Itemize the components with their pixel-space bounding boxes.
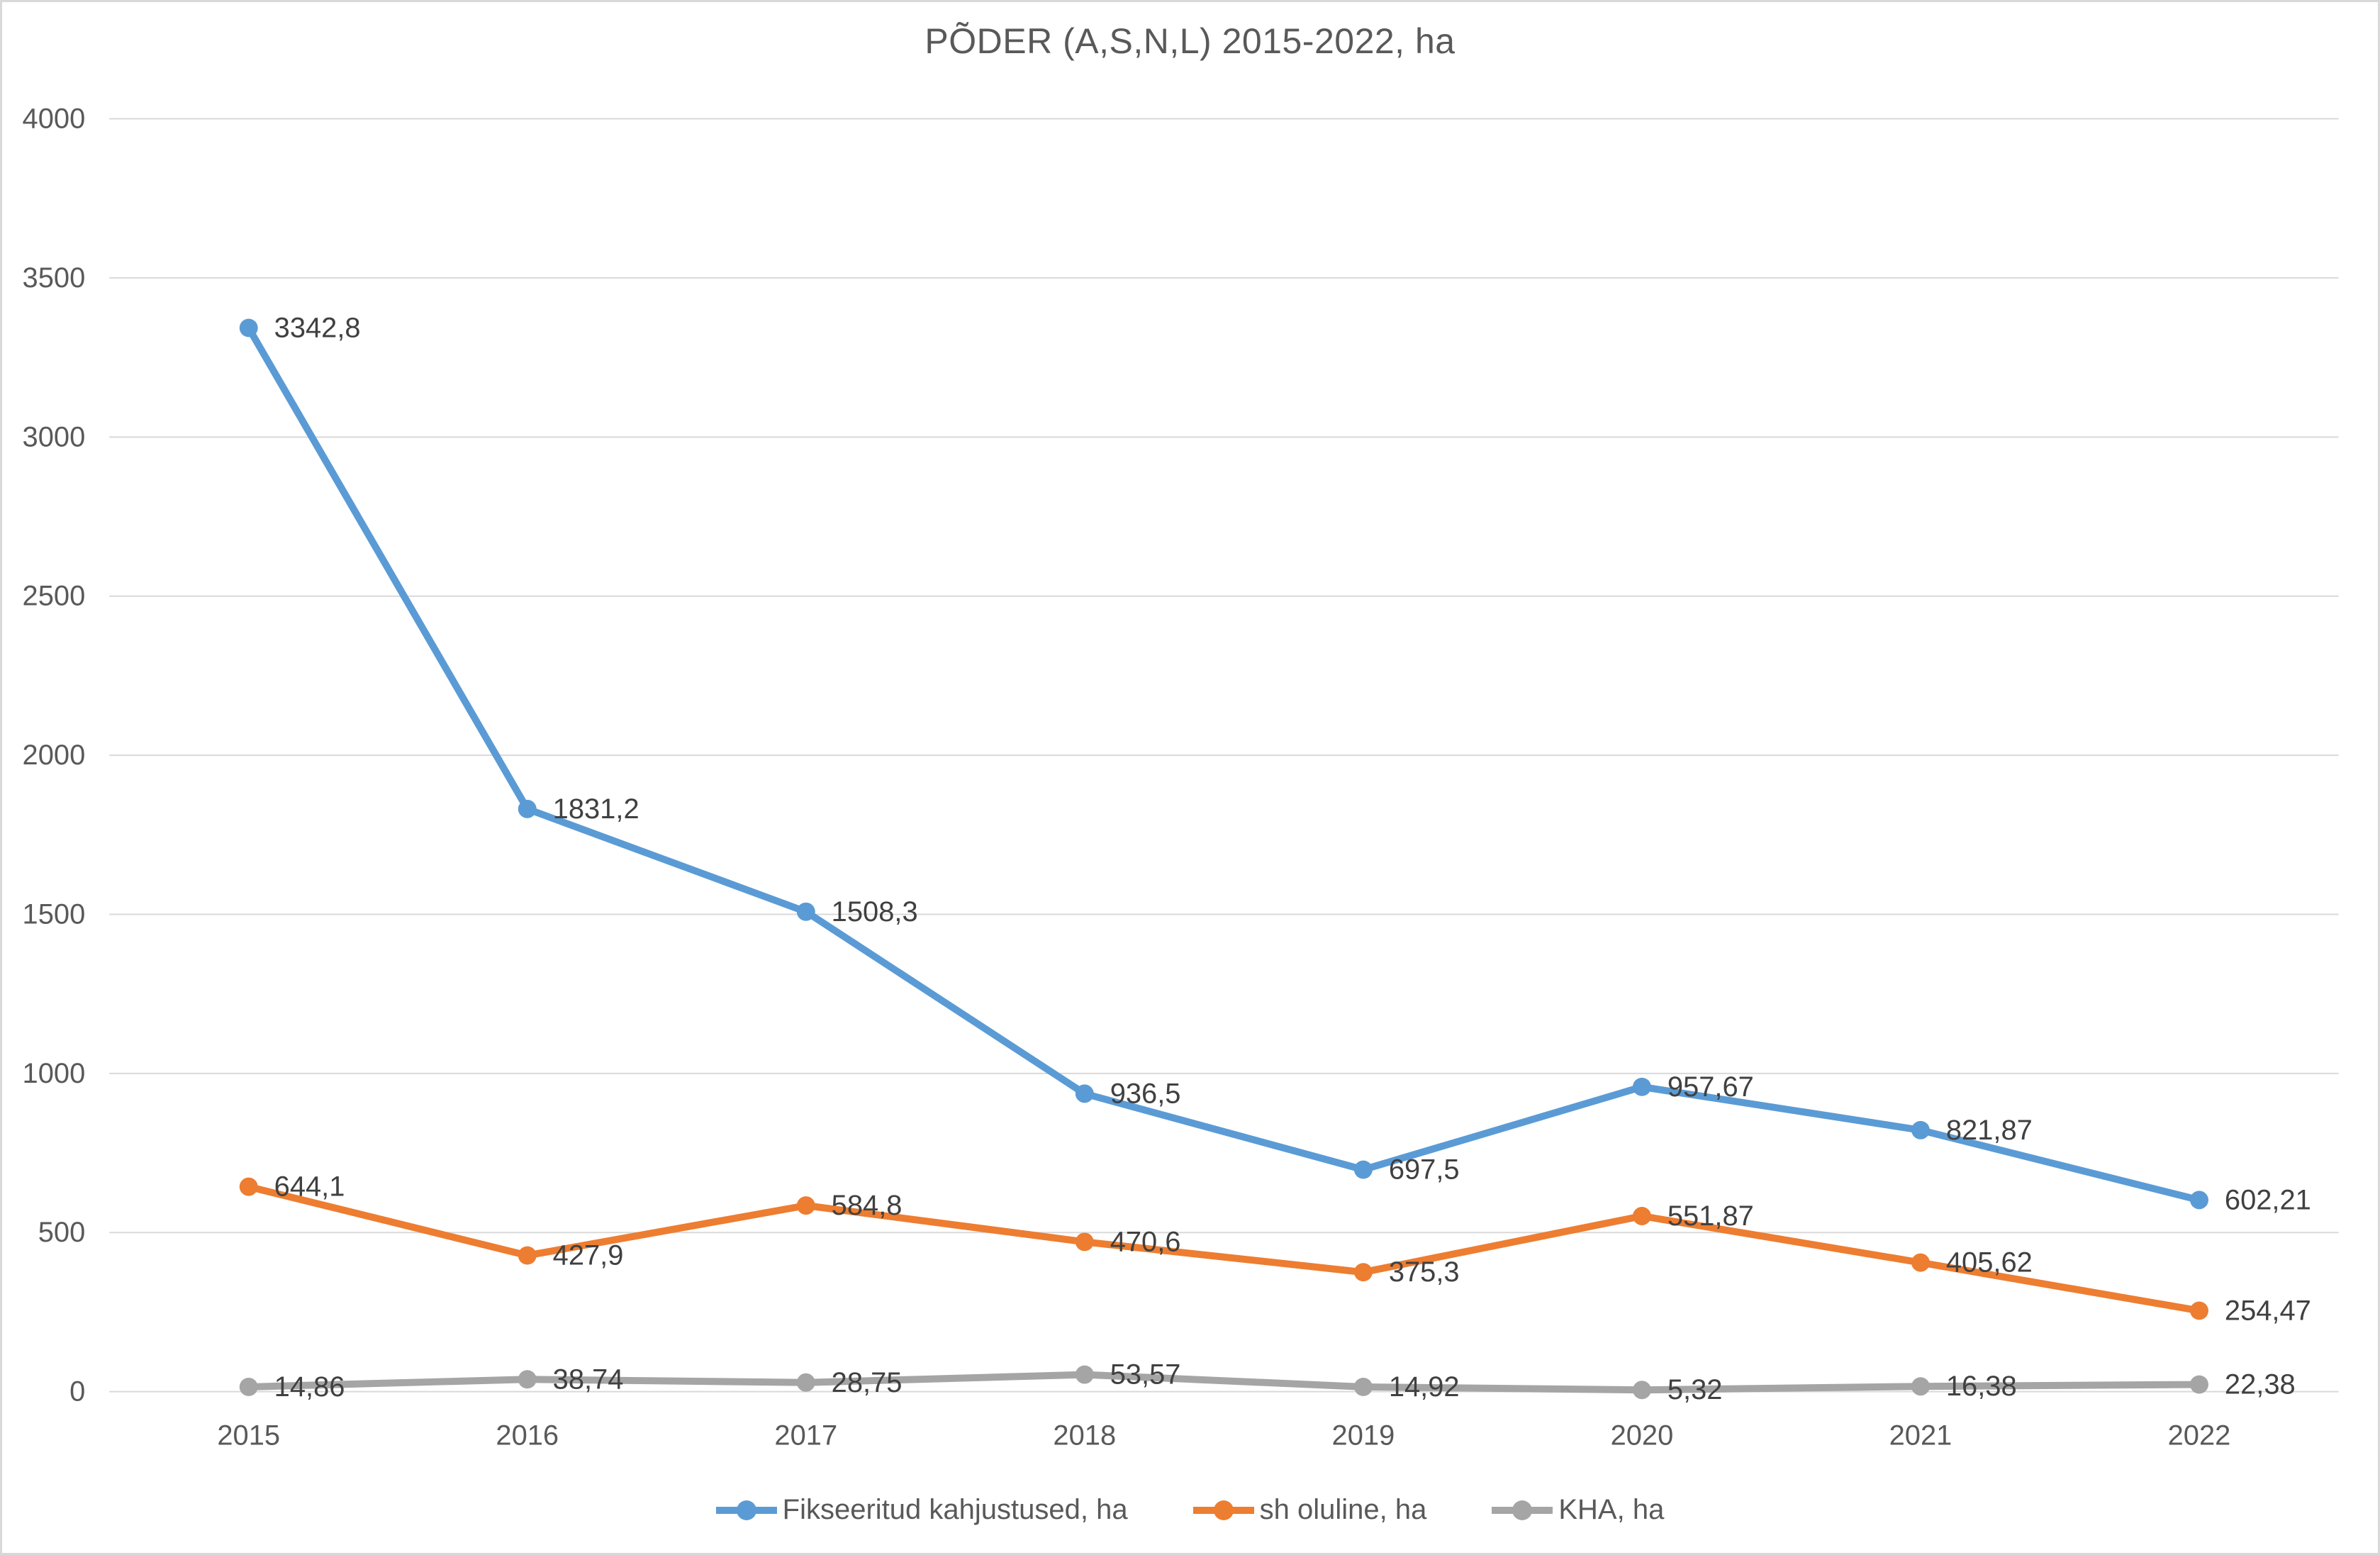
chart-title: PÕDER (A,S,N,L) 2015-2022, ha [924,21,1456,61]
legend-line-marker-icon [1492,1500,1553,1521]
svg-text:3500: 3500 [23,262,86,294]
legend-label: Fikseeritud kahjustused, ha [782,1494,1128,1525]
svg-text:2000: 2000 [23,740,86,771]
svg-text:28,75: 28,75 [832,1367,903,1398]
svg-text:2018: 2018 [1053,1420,1116,1451]
svg-text:22,38: 22,38 [2225,1369,2296,1400]
svg-text:375,3: 375,3 [1389,1256,1460,1288]
svg-text:2022: 2022 [2168,1420,2231,1451]
svg-text:3000: 3000 [23,421,86,452]
svg-text:2016: 2016 [496,1420,559,1451]
svg-text:500: 500 [38,1217,86,1248]
svg-text:427,9: 427,9 [553,1240,624,1271]
svg-text:0: 0 [69,1376,85,1408]
svg-text:2021: 2021 [1889,1420,1952,1451]
svg-text:2020: 2020 [1611,1420,1674,1451]
svg-text:14,86: 14,86 [274,1371,345,1403]
svg-text:602,21: 602,21 [2225,1184,2311,1215]
svg-text:2017: 2017 [774,1420,837,1451]
svg-text:14,92: 14,92 [1389,1371,1460,1403]
svg-text:697,5: 697,5 [1389,1154,1460,1186]
chart-legend: Fikseeritud kahjustused, ha sh oluline, … [2,1494,2378,1526]
svg-text:53,57: 53,57 [1110,1359,1181,1390]
svg-text:584,8: 584,8 [832,1190,903,1221]
svg-text:38,74: 38,74 [553,1364,624,1395]
svg-text:1831,2: 1831,2 [553,793,639,825]
svg-text:4000: 4000 [23,104,86,135]
legend-item-sh-oluline: sh oluline, ha [1192,1494,1427,1526]
svg-text:1000: 1000 [23,1058,86,1089]
svg-text:470,6: 470,6 [1110,1226,1181,1257]
svg-text:936,5: 936,5 [1110,1078,1181,1109]
svg-text:2500: 2500 [23,581,86,612]
legend-item-kha: KHA, ha [1492,1494,1664,1526]
svg-text:821,87: 821,87 [1946,1115,2033,1146]
svg-text:5,32: 5,32 [1667,1374,1723,1405]
svg-text:551,87: 551,87 [1667,1200,1754,1232]
legend-label: KHA, ha [1558,1494,1665,1525]
svg-text:1508,3: 1508,3 [832,896,918,927]
svg-text:254,47: 254,47 [2225,1295,2311,1326]
legend-line-marker-icon [1192,1500,1254,1521]
legend-label: sh oluline, ha [1259,1494,1427,1525]
svg-text:3342,8: 3342,8 [274,312,361,343]
legend-item-fikseeritud: Fikseeritud kahjustused, ha [715,1494,1128,1526]
legend-line-marker-icon [715,1500,777,1521]
svg-text:957,67: 957,67 [1667,1071,1754,1103]
svg-text:16,38: 16,38 [1946,1371,2017,1402]
svg-text:2015: 2015 [217,1420,280,1451]
svg-text:1500: 1500 [23,898,86,930]
svg-text:644,1: 644,1 [274,1171,345,1203]
svg-text:2019: 2019 [1332,1420,1395,1451]
svg-text:405,62: 405,62 [1946,1247,2033,1278]
